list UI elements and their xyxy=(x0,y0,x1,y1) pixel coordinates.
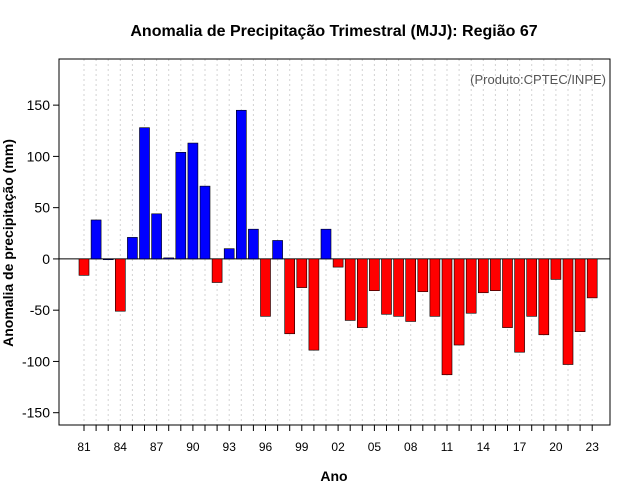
y-tick-label: 100 xyxy=(27,148,51,164)
bars xyxy=(78,109,598,376)
x-tick-label: 17 xyxy=(513,440,527,454)
x-tick-label: 08 xyxy=(404,440,418,454)
bar-1996 xyxy=(260,258,271,317)
bar-1982 xyxy=(90,219,102,260)
bar-2010 xyxy=(429,258,441,317)
bar-2000 xyxy=(308,258,320,351)
bar-2001 xyxy=(320,228,332,260)
y-tick-label: 150 xyxy=(27,97,51,113)
bar-2021 xyxy=(562,258,574,365)
chart-title: Anomalia de Precipitação Trimestral (MJJ… xyxy=(130,23,537,40)
y-tick-label: 50 xyxy=(34,200,50,216)
bar-1998 xyxy=(284,258,296,335)
bar-1987 xyxy=(151,213,162,260)
x-tick-label: 96 xyxy=(259,440,273,454)
bar-2007 xyxy=(393,258,404,317)
x-tick-label: 05 xyxy=(368,440,382,454)
bar-1994 xyxy=(236,109,247,260)
bar-1989 xyxy=(175,151,187,260)
bar-2015 xyxy=(490,258,501,291)
bar-2022 xyxy=(574,258,586,333)
x-tick-label: 90 xyxy=(186,440,200,454)
x-axis-label: Ano xyxy=(320,468,347,484)
bar-1993 xyxy=(223,248,235,260)
bar-1986 xyxy=(139,127,150,260)
bar-1988 xyxy=(163,257,174,260)
bar-1992 xyxy=(211,258,223,283)
bar-2008 xyxy=(405,258,417,322)
bar-2017 xyxy=(514,258,525,353)
bar-2023 xyxy=(586,258,598,299)
x-tick-label: 81 xyxy=(77,440,91,454)
x-tick-label: 93 xyxy=(223,440,237,454)
x-tick-label: 14 xyxy=(477,440,491,454)
x-tick-label: 11 xyxy=(441,440,454,454)
bar-2019 xyxy=(538,258,550,336)
grid-lines xyxy=(83,59,593,425)
x-tick-label: 87 xyxy=(150,440,164,454)
x-tick-label: 20 xyxy=(549,440,563,454)
bar-2011 xyxy=(441,258,453,376)
bar-1999 xyxy=(296,258,308,288)
bar-2018 xyxy=(526,258,538,317)
y-tick-label: -50 xyxy=(30,302,50,318)
credit-text: (Produto:CPTEC/INPE) xyxy=(470,72,606,87)
x-tick-label: 02 xyxy=(331,440,345,454)
bar-1985 xyxy=(127,237,138,260)
bar-1984 xyxy=(115,258,126,312)
bar-1995 xyxy=(248,228,259,260)
bar-2005 xyxy=(369,258,380,291)
bar-2014 xyxy=(477,258,489,294)
bar-1981 xyxy=(78,258,90,276)
y-tick-label: -150 xyxy=(22,405,50,421)
x-tick-label: 84 xyxy=(114,440,128,454)
bar-1990 xyxy=(187,142,199,260)
bar-2009 xyxy=(417,258,429,293)
bar-2002 xyxy=(332,258,344,268)
x-tick-label: 99 xyxy=(295,440,309,454)
plot-frame xyxy=(58,58,611,426)
bar-1997 xyxy=(272,240,283,260)
bar-1983 xyxy=(102,258,114,261)
x-axis: 81 84 87 90 93 96 99 02 05 08 11 14 17 20 23 xyxy=(77,425,599,454)
x-tick-label: 23 xyxy=(586,440,600,454)
bar-2004 xyxy=(356,258,368,328)
bar-1991 xyxy=(199,185,211,260)
y-tick-label: -100 xyxy=(22,353,50,369)
bar-2020 xyxy=(550,258,562,280)
bar-2016 xyxy=(502,258,513,328)
y-tick-label: 0 xyxy=(42,251,50,267)
bar-2012 xyxy=(453,258,465,346)
bar-2006 xyxy=(381,258,392,315)
bar-2013 xyxy=(465,258,477,314)
bar-2003 xyxy=(344,258,356,321)
y-axis-label: Anomalia de precipitação (mm) xyxy=(0,139,16,347)
y-axis: -150 -100 -50 0 50 100 150 xyxy=(22,97,59,421)
